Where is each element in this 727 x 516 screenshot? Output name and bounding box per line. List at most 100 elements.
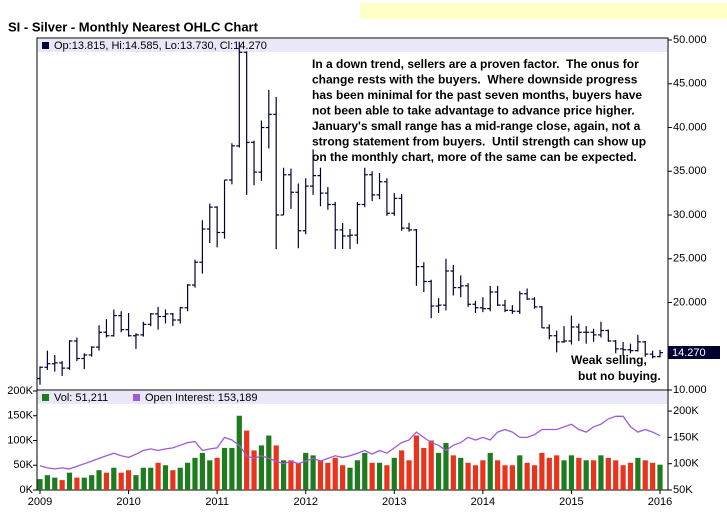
volume-bar	[162, 465, 169, 490]
volume-bar	[96, 470, 102, 490]
volume-bar	[524, 462, 530, 490]
annotation: In a down trend, sellers are a proven fa…	[312, 57, 639, 71]
volume-bar	[354, 460, 360, 490]
volume-bar	[185, 462, 191, 490]
annotation: has been minimal for the past seven mont…	[312, 88, 642, 102]
x-tick-label: 2015	[559, 496, 583, 508]
annotation: change rests with the buyers. Where down…	[312, 73, 638, 87]
oi-legend: Open Interest: 153,189	[145, 392, 258, 404]
volume-bar	[509, 465, 515, 490]
volume-bar	[605, 457, 611, 490]
price-legend-strip	[38, 39, 667, 52]
x-tick-label: 2010	[116, 496, 140, 508]
volume-bar	[465, 462, 471, 490]
volume-bar	[620, 465, 626, 490]
volume-bar	[52, 477, 58, 490]
volume-bar	[443, 442, 449, 490]
plot-frame	[36, 37, 669, 491]
volume-bar	[236, 415, 242, 490]
y-tick-label: 25.000	[673, 253, 707, 265]
volume-bar	[133, 475, 139, 490]
volume-legend: Vol: 51,211	[54, 392, 108, 404]
volume-bar	[495, 460, 501, 490]
volume-bar	[554, 455, 560, 490]
volume-bar	[244, 430, 250, 490]
volume-bar	[310, 455, 316, 490]
volume-bar	[576, 457, 582, 490]
volume-bar	[273, 445, 279, 490]
annotation: January's small range has a mid-range cl…	[312, 119, 641, 133]
volume-bar	[266, 435, 272, 490]
volume-bar	[399, 450, 405, 490]
volume-bar	[657, 464, 663, 490]
volume-bar	[118, 472, 124, 490]
note: Weak selling,	[571, 353, 647, 367]
volume-bar	[148, 467, 154, 490]
volume-bar	[295, 462, 301, 490]
volume-bar	[192, 457, 198, 490]
volume-bar	[111, 467, 117, 490]
volume-tick-label: 0K	[20, 484, 34, 496]
annotation: on the monthly chart, more of the same c…	[312, 150, 637, 164]
volume-bar	[125, 470, 132, 490]
volume-bar	[642, 460, 648, 490]
oi-legend-swatch	[133, 394, 140, 401]
volume-bar	[303, 452, 309, 490]
volume-bar	[487, 452, 493, 490]
volume-bar	[44, 475, 50, 490]
header-box	[360, 3, 727, 19]
volume-bar	[428, 440, 434, 490]
y-tick-label: 20.000	[673, 296, 707, 308]
oi-tick-label: 200K	[673, 405, 699, 417]
volume-bar	[472, 465, 479, 490]
volume-bar	[635, 457, 641, 490]
x-tick-label: 2013	[382, 496, 406, 508]
volume-bar	[384, 465, 390, 490]
open-interest-line	[39, 415, 661, 470]
annotation: strong statement from buyers. Until stre…	[312, 135, 646, 149]
volume-bar	[207, 460, 213, 490]
x-tick-label: 2011	[205, 496, 229, 508]
volume-bar	[288, 460, 294, 490]
volume-bar	[214, 457, 220, 490]
y-tick-label: 30.000	[673, 209, 707, 221]
volume-bar	[517, 455, 523, 490]
volume-bar	[561, 460, 567, 490]
volume-bar	[376, 462, 383, 490]
volume-bar	[199, 452, 205, 490]
volume-bar	[340, 465, 346, 490]
volume-bar	[421, 447, 427, 490]
volume-bar	[583, 460, 589, 490]
last-price-box	[668, 346, 720, 359]
price-info: Op:13.815, Hi:14.585, Lo:13.730, Cl:14.2…	[54, 40, 267, 52]
volume-bar	[450, 455, 456, 490]
volume-legend-strip	[38, 391, 667, 404]
annotation: not been able to take advantage to advan…	[312, 104, 635, 118]
volume-bar	[258, 445, 265, 490]
y-tick-label: 50.000	[673, 34, 707, 46]
note: but no buying.	[578, 369, 661, 383]
volume-tick-label: 150K	[7, 410, 33, 422]
last-price-label: 14.270	[672, 347, 706, 359]
oi-tick-label: 100K	[673, 458, 699, 470]
y-tick-label: 45.000	[673, 78, 707, 90]
volume-bar	[74, 477, 80, 490]
volume-bar	[140, 467, 146, 490]
volume-bar	[590, 460, 597, 490]
volume-bar	[170, 470, 176, 490]
volume-bar	[332, 457, 338, 490]
chart-title: SI - Silver - Monthly Nearest OHLC Chart	[8, 19, 259, 34]
x-tick-label: 2016	[648, 496, 672, 508]
volume-bar	[598, 455, 604, 490]
volume-tick-label: 50K	[13, 459, 33, 471]
volume-bar	[458, 457, 464, 490]
volume-bar	[155, 462, 161, 490]
volume-bar	[325, 462, 331, 490]
volume-tick-label: 100K	[7, 434, 33, 446]
price-legend-swatch	[42, 42, 49, 49]
volume-tick-label: 200K	[7, 385, 33, 397]
volume-bar	[81, 477, 87, 490]
volume-bar	[568, 455, 575, 490]
volume-bar	[650, 462, 656, 490]
